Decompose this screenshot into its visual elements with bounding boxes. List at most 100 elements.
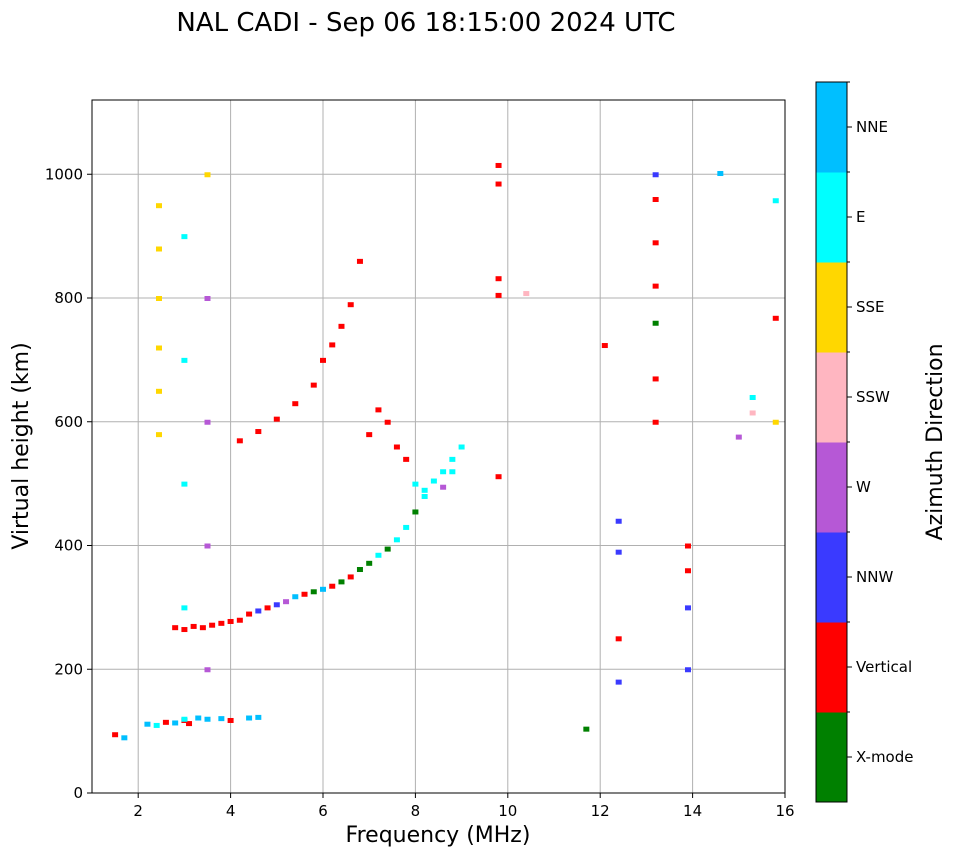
echo-point xyxy=(412,509,419,515)
echo-point xyxy=(652,240,659,246)
colorbar-segment xyxy=(816,622,847,713)
echo-point xyxy=(412,481,419,487)
echo-point xyxy=(375,407,382,413)
x-axis-label: Frequency (MHz) xyxy=(346,823,531,848)
echo-point xyxy=(495,162,502,168)
echo-point xyxy=(190,623,197,629)
echo-point xyxy=(338,579,345,585)
echo-point xyxy=(684,605,691,611)
echo-point xyxy=(218,620,225,626)
echo-point xyxy=(684,667,691,673)
x-tick-label: 16 xyxy=(775,802,794,820)
echo-point xyxy=(356,258,363,264)
echo-point xyxy=(292,401,299,407)
echo-point xyxy=(403,456,410,462)
echo-point xyxy=(615,679,622,685)
echo-point xyxy=(393,444,400,450)
grid-lines xyxy=(92,100,786,794)
echo-point xyxy=(255,608,262,614)
echo-point xyxy=(204,296,211,301)
x-tick-label: 4 xyxy=(226,802,236,820)
y-tick-label: 800 xyxy=(54,289,83,307)
colorbar-tick-label: W xyxy=(856,478,871,496)
echo-point xyxy=(458,444,465,450)
y-tick-label: 400 xyxy=(54,537,83,555)
echo-point xyxy=(440,484,447,490)
echo-point xyxy=(181,481,188,487)
colorbar-frame xyxy=(815,81,848,803)
y-tick-label: 200 xyxy=(54,660,83,678)
echo-point xyxy=(440,469,447,475)
echo-point xyxy=(384,419,391,425)
echo-point xyxy=(684,568,691,574)
echo-point xyxy=(227,618,234,624)
echo-point xyxy=(153,722,160,728)
echo-point xyxy=(246,715,253,721)
colorbar-segment xyxy=(816,262,847,353)
echo-point xyxy=(495,276,502,282)
echo-point xyxy=(181,357,188,363)
echo-point xyxy=(292,594,299,600)
echo-point xyxy=(246,611,253,617)
x-tick-label: 2 xyxy=(133,802,143,820)
colorbar-tick-label: Vertical xyxy=(856,658,912,676)
echo-point xyxy=(204,716,211,722)
axis-ticks: 2 4 6 8 10 12 14 16 0 200 400 600 800 1000 xyxy=(45,165,795,820)
echo-point xyxy=(320,357,326,363)
echo-point xyxy=(523,291,530,297)
echo-point xyxy=(204,419,211,425)
echo-point xyxy=(652,283,659,289)
echo-point xyxy=(735,434,742,440)
x-tick-label: 8 xyxy=(411,802,421,820)
echo-point xyxy=(172,720,179,726)
echo-point xyxy=(615,636,622,642)
echo-point xyxy=(204,667,211,673)
echo-point xyxy=(615,518,622,524)
echo-point xyxy=(652,197,659,202)
colorbar-segment xyxy=(816,82,847,173)
colorbar-segment xyxy=(816,532,847,623)
echo-point xyxy=(255,714,262,720)
echo-point xyxy=(218,716,225,722)
echo-point xyxy=(283,599,290,605)
echo-point xyxy=(652,172,659,178)
y-axis-label: Virtual height (km) xyxy=(9,342,34,549)
echo-point xyxy=(155,345,162,351)
echo-point xyxy=(366,432,373,438)
echo-point xyxy=(421,494,428,499)
x-tick-label: 12 xyxy=(591,802,610,820)
echo-point xyxy=(449,469,456,475)
echo-point xyxy=(273,602,280,608)
echo-point xyxy=(155,296,162,301)
echo-point xyxy=(583,726,590,732)
colorbar-tick-label: SSW xyxy=(856,388,890,406)
echo-point xyxy=(495,474,502,480)
x-tick-label: 6 xyxy=(318,802,328,820)
echo-point xyxy=(273,416,280,422)
echo-point xyxy=(601,343,608,349)
echo-point xyxy=(449,456,456,462)
echo-point xyxy=(181,605,188,611)
colorbar: X-mode Vertical NNW W SSW SSE E NNE xyxy=(815,81,913,803)
echo-point xyxy=(375,552,382,558)
echo-point xyxy=(329,583,336,589)
echo-point xyxy=(749,410,756,416)
colorbar-segment xyxy=(816,712,847,803)
echo-point xyxy=(209,622,216,628)
echo-point xyxy=(155,432,162,438)
echo-point xyxy=(430,478,437,484)
echo-point xyxy=(181,234,188,240)
echo-point xyxy=(652,376,659,382)
echo-point xyxy=(144,721,151,727)
echo-point xyxy=(121,735,128,741)
echo-point xyxy=(717,171,724,177)
x-tick-label: 10 xyxy=(498,802,517,820)
echo-point xyxy=(195,715,202,721)
echo-point xyxy=(615,549,622,555)
colorbar-segment xyxy=(816,442,847,533)
echo-point xyxy=(652,320,659,326)
echo-point xyxy=(310,589,317,595)
echo-point xyxy=(155,246,162,252)
echo-point xyxy=(495,181,502,187)
